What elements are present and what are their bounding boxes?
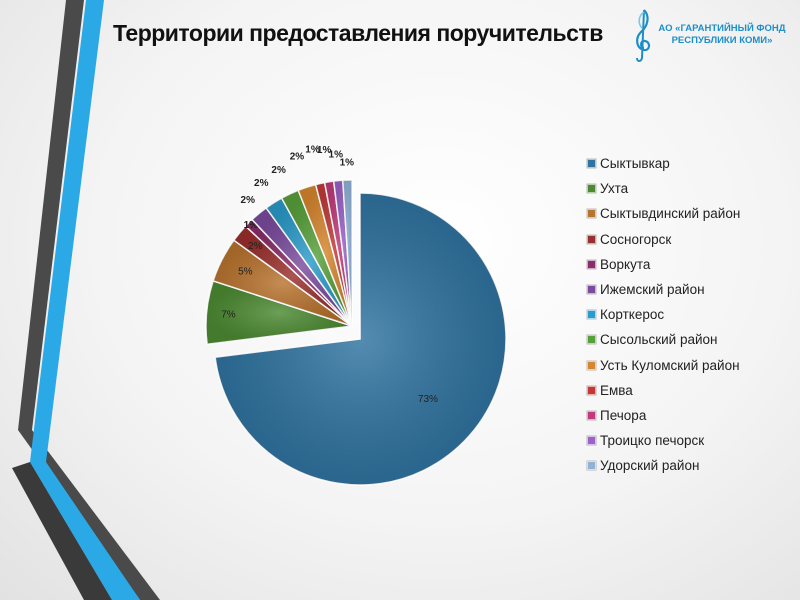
legend-label: Воркута — [600, 256, 651, 272]
legend-item: Сыктывдинский район — [587, 201, 740, 226]
legend-item: Удорский район — [587, 453, 740, 478]
pie-slice-shading — [245, 219, 352, 326]
pie-data-label: 7% — [221, 309, 236, 320]
legend-label: Сыктывкар — [600, 156, 670, 172]
legend-label: Емва — [600, 382, 633, 398]
pie-data-label: 2% — [271, 165, 286, 176]
pie-data-label: 1% — [329, 149, 344, 160]
pie-slice-shading — [298, 184, 352, 326]
legend-swatch — [587, 461, 596, 471]
treble-clef-leaf-icon — [636, 9, 651, 62]
legend-item: Сосногорск — [587, 227, 740, 252]
pie-slice-shading — [206, 280, 352, 345]
legend-item: Ухта — [587, 176, 740, 201]
pie-data-label: 2% — [290, 152, 305, 163]
legend-swatch — [587, 159, 596, 169]
logo-line-1: АО «ГАРАНТИЙНЫЙ ФОНД — [658, 23, 786, 34]
legend-swatch — [587, 335, 596, 345]
pie-data-label: 5% — [238, 267, 253, 278]
pie-slice-shading — [213, 240, 352, 326]
pie-data-label: 2% — [241, 195, 256, 206]
legend-label: Удорский район — [600, 458, 700, 474]
legend-label: Усть Куломский район — [600, 357, 740, 373]
logo-line-2: РЕСПУБЛИКИ КОМИ» — [671, 35, 773, 46]
legend-swatch — [587, 410, 596, 420]
pie-data-label: 1% — [340, 158, 355, 169]
slide-title: Территории предоставления поручительств — [113, 20, 603, 46]
legend-item: Емва — [587, 378, 740, 403]
legend-swatch — [587, 360, 596, 370]
legend-item: Усть Куломский район — [587, 353, 740, 378]
pie-slice-shading — [215, 193, 507, 485]
legend-label: Ижемский район — [600, 282, 705, 298]
pie-data-label: 2% — [248, 241, 263, 252]
legend-label: Корткерос — [600, 307, 665, 323]
company-logo: АО «ГАРАНТИЙНЫЙ ФОНД РЕСПУБЛИКИ КОМИ» — [632, 6, 792, 64]
legend-label: Троицко печорск — [600, 433, 705, 449]
legend-swatch — [587, 259, 596, 269]
legend-swatch — [587, 234, 596, 244]
pie-data-label: 1% — [317, 145, 332, 156]
chart-legend: Сыктывкар Ухта Сыктывдинский район Сосногор… — [587, 151, 740, 478]
pie-slice-shading — [315, 182, 352, 326]
pie-data-label: 1% — [305, 144, 320, 155]
legend-swatch — [587, 385, 596, 395]
pie-slice-shading — [281, 190, 352, 326]
pie-slice-shading — [233, 226, 352, 326]
pie-slice-shading — [342, 180, 352, 326]
legend-swatch — [587, 285, 596, 295]
pie-slice-shading — [266, 198, 352, 326]
legend-item: Печора — [587, 403, 740, 428]
legend-label: Сысольский район — [600, 332, 718, 348]
pie-slice-shading — [333, 180, 352, 326]
legend-item: Сысольский район — [587, 327, 740, 352]
legend-label: Сосногорск — [600, 231, 672, 247]
legend-item: Троицко печорск — [587, 428, 740, 453]
legend-swatch — [587, 310, 596, 320]
legend-label: Ухта — [600, 181, 629, 197]
legend-label: Печора — [600, 407, 647, 423]
pie-data-label: 2% — [254, 178, 269, 189]
pie-slice-shading — [252, 207, 352, 326]
pie-data-label: 73% — [418, 394, 438, 405]
pie-slice-shading — [324, 181, 352, 326]
legend-item: Корткерос — [587, 302, 740, 327]
legend-swatch — [587, 184, 596, 194]
legend-label: Сыктывдинский район — [600, 206, 741, 222]
pie-data-label: 1% — [244, 220, 259, 231]
legend-item: Воркута — [587, 252, 740, 277]
legend-swatch — [587, 209, 596, 219]
legend-swatch — [587, 436, 596, 446]
legend-item: Ижемский район — [587, 277, 740, 302]
legend-item: Сыктывкар — [587, 151, 740, 176]
